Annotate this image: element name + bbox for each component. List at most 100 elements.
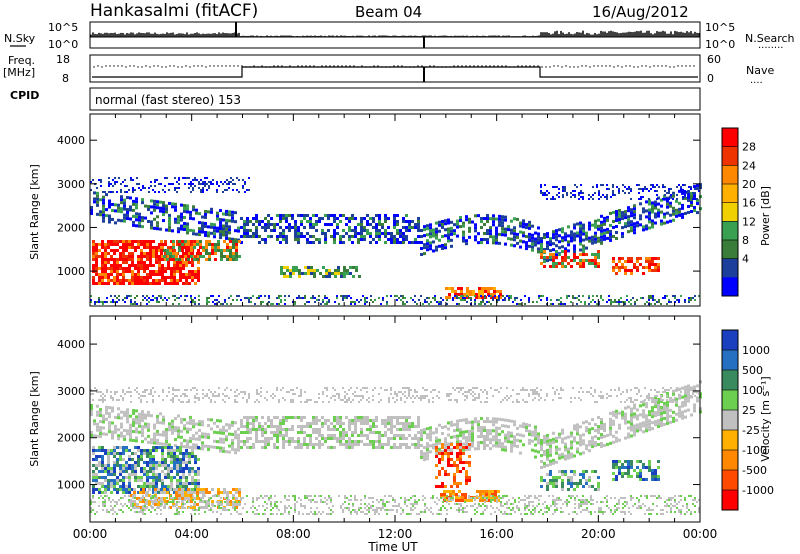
- power-band-cell: [426, 239, 429, 243]
- power-hot-cell: [119, 279, 122, 282]
- power-right-hot-cell: [645, 260, 648, 263]
- power-band-cell: [504, 227, 507, 231]
- velocity-band-cell: [447, 448, 450, 452]
- velocity-left-cell: [92, 473, 95, 476]
- velocity-band-cell: [465, 421, 468, 425]
- power-noise-cell: [354, 301, 356, 303]
- power-band-cell: [648, 199, 651, 203]
- power-hot-cell: [128, 258, 131, 261]
- velocity-band-cell: [495, 429, 498, 433]
- velocity-band-cell: [630, 407, 633, 411]
- power-band-cell: [468, 220, 471, 224]
- velocity-left-cell: [116, 461, 119, 464]
- power-hot-cell: [146, 240, 149, 243]
- velocity-left-cell: [152, 482, 155, 485]
- velocity-left-cell: [95, 482, 98, 485]
- power-noise-cell: [566, 297, 568, 299]
- power-mid-cell: [349, 266, 352, 269]
- velocity-band-cell: [567, 456, 570, 460]
- power-sparse-cell: [112, 179, 114, 181]
- power-sparse-cell: [580, 192, 582, 194]
- power-band-cell: [540, 243, 543, 246]
- power-right-hot-cell: [627, 260, 630, 263]
- power-mid-cell: [313, 272, 316, 275]
- power-hot-cell: [149, 240, 152, 243]
- velocity-left-cell: [185, 485, 188, 488]
- power-band-cell: [177, 227, 180, 231]
- power-band-cell: [546, 247, 549, 251]
- power-noise-cell: [626, 299, 628, 301]
- power-sparse-cell: [694, 192, 696, 194]
- power-noise-cell: [342, 299, 344, 301]
- power-mid-cell: [328, 269, 331, 272]
- power-noise-cell: [184, 299, 186, 301]
- power-band-cell: [555, 232, 558, 236]
- velocity-left-cell: [95, 449, 98, 452]
- power-band-cell: [360, 217, 363, 220]
- power-band-cell: [300, 223, 303, 226]
- power-right-cell: [540, 262, 543, 265]
- power-noise-cell: [294, 303, 296, 305]
- power-noise-cell: [382, 297, 384, 299]
- velocity-band-cell: [531, 430, 534, 434]
- power-hot-cell: [125, 258, 128, 261]
- power-noise-cell: [422, 303, 424, 305]
- power-warm-cell: [187, 243, 190, 246]
- power-band-cell: [285, 217, 288, 220]
- power-band-cell: [102, 201, 105, 205]
- power-noise-cell: [484, 295, 486, 297]
- velocity-band-cell: [624, 421, 627, 425]
- power-hot-cell: [113, 249, 116, 252]
- power-band-cell: [516, 217, 519, 221]
- velocity-band-cell: [615, 412, 618, 416]
- velocity-left-cell: [149, 461, 152, 464]
- power-hot-cell: [140, 252, 143, 255]
- power-hot-cell: [143, 255, 146, 258]
- velocity-orange-cell: [190, 494, 193, 497]
- velocity-band-cell: [168, 443, 171, 447]
- power-band-cell: [231, 213, 234, 217]
- velocity-band-cell: [102, 417, 105, 421]
- power-sparse-cell: [232, 189, 234, 191]
- power-right-hot-cell: [612, 257, 615, 260]
- velocity-band-cell: [456, 440, 459, 444]
- power-hot-cell: [95, 261, 98, 264]
- power-hot-cell: [152, 273, 155, 276]
- power-band-cell: [93, 191, 96, 195]
- power-noise-cell: [592, 299, 594, 301]
- power-noise-cell: [692, 297, 694, 299]
- velocity-band-cell: [612, 419, 615, 423]
- power-band-cell: [315, 223, 318, 226]
- power-band-cell: [492, 214, 495, 218]
- power-sparse-cell: [114, 177, 116, 179]
- power-band-cell: [597, 224, 600, 228]
- power-band-cell: [324, 232, 327, 235]
- power-warm-cell: [181, 255, 184, 258]
- power-band-cell: [435, 236, 438, 240]
- power-band-cell: [552, 236, 555, 240]
- power-band-cell: [618, 212, 621, 216]
- velocity-band-cell: [588, 443, 591, 447]
- nave-dot: [633, 66, 635, 68]
- power-noise-cell: [538, 297, 540, 299]
- power-noise-cell: [400, 295, 402, 297]
- velocity-band-cell: [213, 421, 216, 425]
- power-noise-cell: [540, 295, 542, 297]
- power-sparse-cell: [90, 181, 92, 183]
- power-band-cell: [279, 226, 282, 229]
- power-hot-cell: [173, 276, 176, 279]
- velocity-band-cell: [264, 431, 267, 434]
- power-hot-cell: [119, 267, 122, 270]
- power-sparse-cell: [658, 186, 660, 188]
- power-sparse-cell: [612, 190, 614, 192]
- velocity-band-cell: [135, 436, 138, 440]
- power-band-cell: [198, 230, 201, 234]
- power-noise-cell: [284, 299, 286, 301]
- velocity-band-cell: [189, 439, 192, 443]
- nave-dot: [317, 66, 319, 68]
- power-band-cell: [696, 184, 699, 188]
- power-band-cell: [615, 210, 618, 213]
- power-band-cell: [612, 225, 615, 229]
- power-band-cell: [210, 225, 213, 229]
- power-noise-cell: [206, 301, 208, 303]
